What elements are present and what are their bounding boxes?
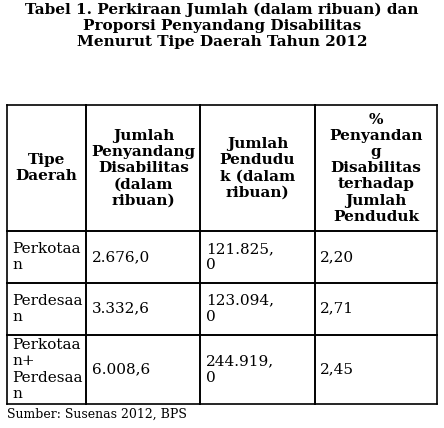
Text: Tipe
Daerah: Tipe Daerah (16, 153, 77, 183)
Text: 121.825,
0: 121.825, 0 (206, 242, 274, 272)
Text: Perkotaa
n+
Perdesaa
n: Perkotaa n+ Perdesaa n (12, 338, 83, 401)
Text: 2,45: 2,45 (320, 363, 354, 377)
Text: Perkotaa
n: Perkotaa n (12, 242, 80, 272)
Text: 123.094,
0: 123.094, 0 (206, 294, 274, 324)
Text: 2.676,0: 2.676,0 (91, 250, 150, 264)
Text: Perdesaa
n: Perdesaa n (12, 294, 83, 324)
Text: Jumlah
Pendudu
k (dalam
ribuan): Jumlah Pendudu k (dalam ribuan) (220, 137, 295, 199)
Text: Jumlah
Penyandang
Disabilitas
(dalam
ribuan): Jumlah Penyandang Disabilitas (dalam rib… (91, 129, 195, 208)
Text: 2,71: 2,71 (320, 302, 354, 316)
Text: 2,20: 2,20 (320, 250, 354, 264)
Text: Sumber: Susenas 2012, BPS: Sumber: Susenas 2012, BPS (7, 408, 186, 421)
Text: 6.008,6: 6.008,6 (91, 363, 150, 377)
Text: 244.919,
0: 244.919, 0 (206, 354, 274, 385)
Text: %
Penyandan
g
Disabilitas
terhadap
Jumlah
Penduduk: % Penyandan g Disabilitas terhadap Jumla… (329, 113, 423, 224)
Text: Tabel 1. Perkiraan Jumlah (dalam ribuan) dan
Proporsi Penyandang Disabilitas
Men: Tabel 1. Perkiraan Jumlah (dalam ribuan)… (25, 2, 419, 49)
Text: 3.332,6: 3.332,6 (91, 302, 150, 316)
